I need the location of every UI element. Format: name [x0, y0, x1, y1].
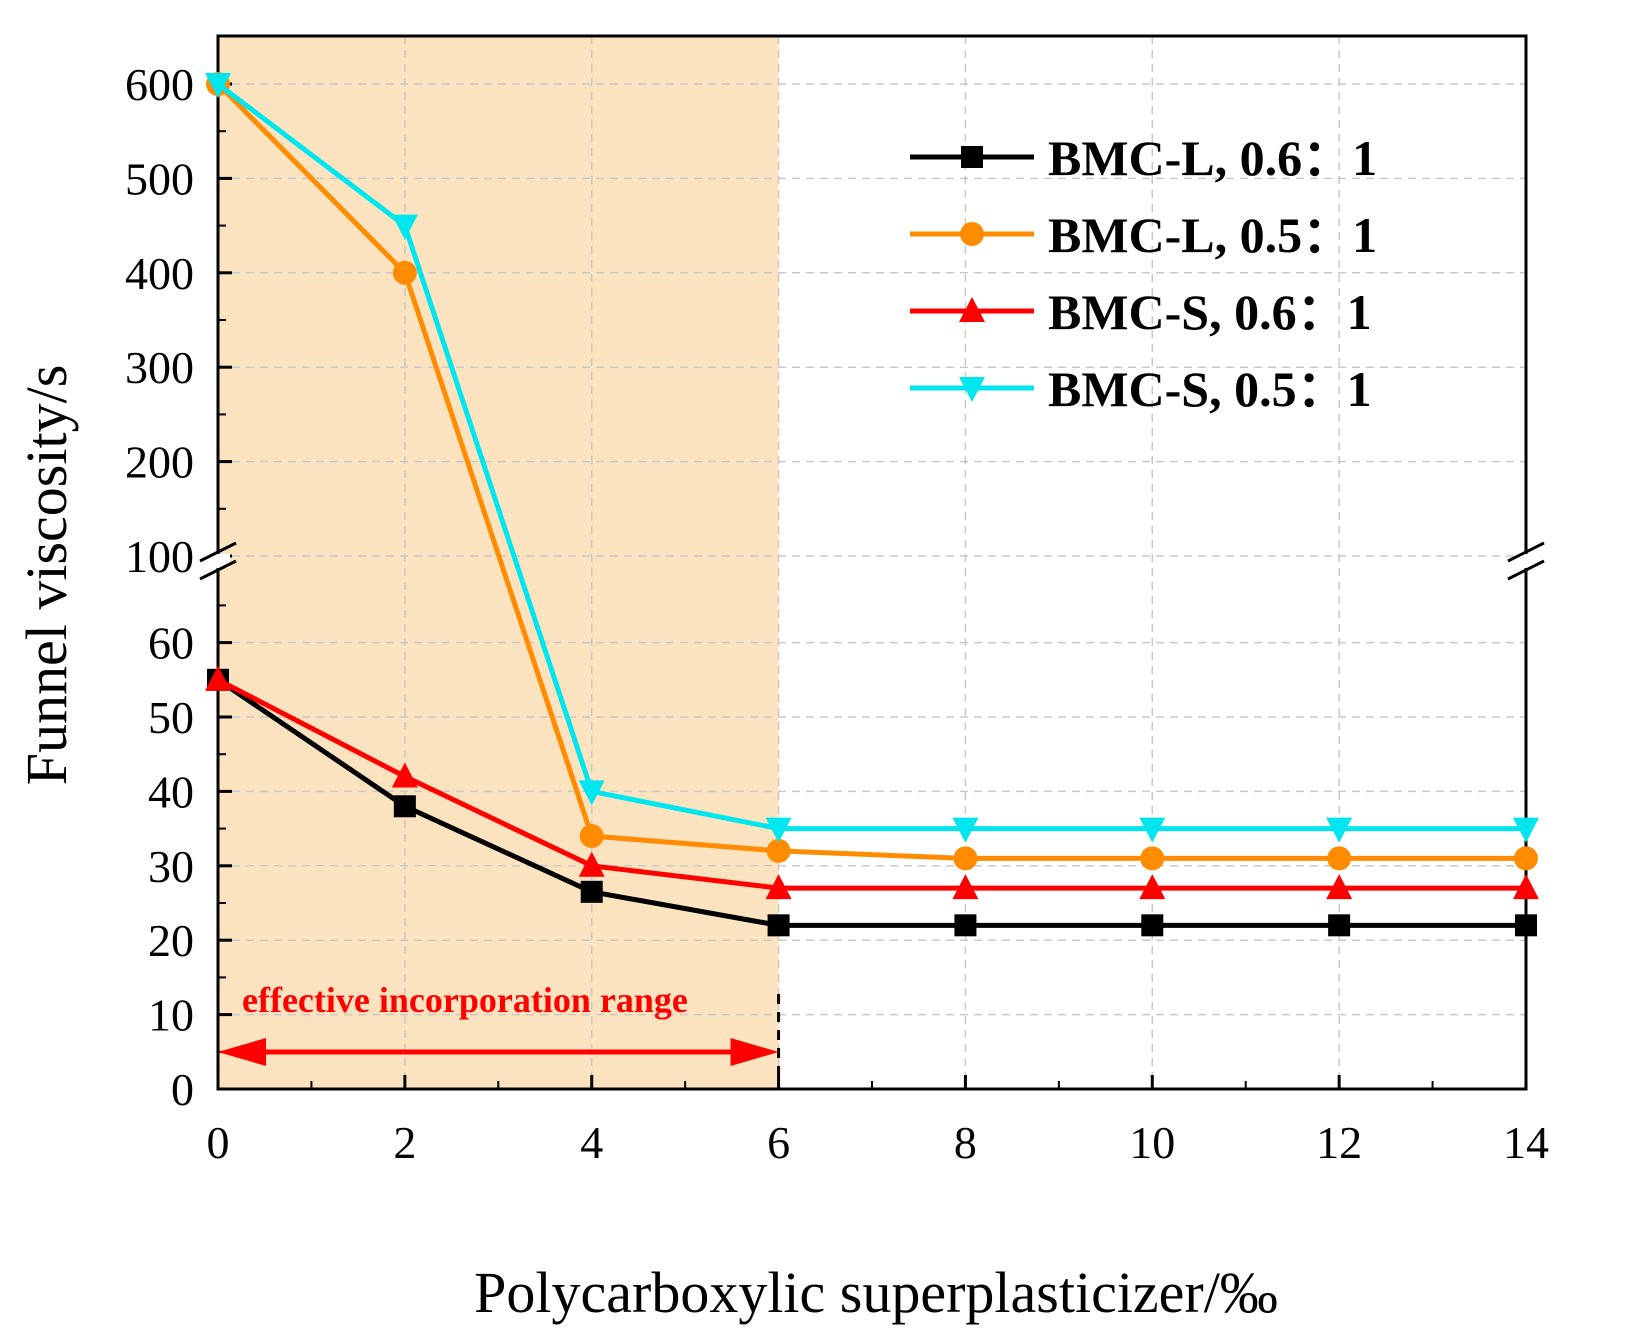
data-point — [953, 846, 978, 871]
x-tick-label: 8 — [954, 1117, 977, 1168]
y-tick-label: 400 — [125, 248, 194, 299]
data-point — [767, 914, 790, 937]
axis-break-gap — [1514, 554, 1538, 568]
legend-label: BMC-L, 0.6：1 — [1048, 130, 1377, 186]
data-point — [205, 73, 231, 98]
data-point — [1327, 846, 1352, 871]
y-tick-label: 0 — [171, 1064, 194, 1115]
data-point — [392, 260, 417, 285]
series — [205, 73, 1539, 843]
data-point — [578, 780, 605, 806]
data-point — [1141, 914, 1164, 937]
x-tick-label: 12 — [1316, 1117, 1362, 1168]
data-point — [578, 851, 605, 877]
y-tick-label: 300 — [125, 342, 194, 393]
axis-break-gap — [206, 554, 230, 568]
y-tick-label: 600 — [125, 59, 194, 110]
data-point — [1326, 817, 1353, 843]
data-point — [1513, 874, 1539, 900]
data-point — [1139, 874, 1166, 900]
y-tick-label: 200 — [125, 437, 194, 488]
effective-range-label: effective incorporation range — [242, 980, 688, 1020]
axis-ticks: 0 2 4 6 8 10 12 14 0 10 20 30 40 50 60 100 200 300 400 500 6… — [125, 59, 1549, 1168]
series-line — [216, 82, 1526, 861]
y-tick-label: 60 — [148, 618, 194, 669]
axis-break-marks — [199, 541, 1545, 581]
data-point — [1515, 914, 1537, 937]
legend-marker — [959, 297, 985, 322]
y-tick-label: 500 — [125, 153, 194, 204]
legend-marker — [961, 146, 983, 168]
series-layer — [205, 72, 1539, 937]
series-line — [216, 677, 1526, 928]
x-tick-label: 10 — [1129, 1117, 1175, 1168]
data-point — [1513, 817, 1539, 843]
y-tick-label: 100 — [125, 531, 194, 582]
axis-break-slash — [199, 559, 237, 581]
legend-label: BMC-S, 0.5：1 — [1048, 361, 1372, 417]
series — [207, 668, 1537, 937]
range-arrow-left-head — [218, 1038, 266, 1066]
y-tick-label: 50 — [148, 692, 194, 743]
axis-break-slash — [1507, 541, 1545, 563]
legend-marker — [960, 222, 984, 246]
data-point — [1326, 874, 1353, 900]
data-point — [391, 214, 418, 240]
data-point — [954, 914, 977, 937]
effective-range-shading — [218, 36, 779, 1089]
legend: BMC-L, 0.6：1 BMC-L, 0.5：1 BMC-S, 0.6：1 BMC-… — [910, 130, 1377, 417]
data-point — [765, 817, 792, 843]
x-tick-label: 4 — [580, 1117, 603, 1168]
data-point — [579, 824, 604, 849]
data-point — [1140, 846, 1165, 871]
series-line — [216, 677, 1526, 891]
legend-label: BMC-L, 0.5：1 — [1048, 207, 1377, 263]
data-point — [391, 762, 418, 788]
data-point — [1328, 914, 1351, 937]
y-axis-title: Funnel viscosity/s — [14, 365, 79, 786]
data-point — [766, 838, 791, 863]
x-axis-title: Polycarboxylic superplasticizer/‰ — [474, 1260, 1278, 1325]
data-point — [580, 880, 603, 903]
legend-item: BMC-L, 0.5：1 — [910, 207, 1377, 263]
series — [206, 72, 1538, 871]
x-tick-label: 2 — [393, 1117, 416, 1168]
legend-item: BMC-S, 0.6：1 — [910, 284, 1372, 340]
range-arrow-right-head — [730, 1038, 779, 1066]
range-arrow — [218, 1038, 779, 1066]
y-tick-label: 10 — [148, 990, 194, 1041]
data-point — [952, 874, 979, 900]
y-tick-label: 20 — [148, 915, 194, 966]
x-tick-label: 0 — [207, 1117, 230, 1168]
legend-label: BMC-S, 0.6：1 — [1048, 284, 1372, 340]
x-tick-label: 14 — [1503, 1117, 1549, 1168]
axis-break-slash — [1507, 559, 1545, 581]
legend-item: BMC-L, 0.6：1 — [910, 130, 1377, 186]
data-point — [952, 817, 979, 843]
data-point — [205, 665, 231, 691]
legend-marker — [959, 377, 985, 402]
data-point — [765, 874, 792, 900]
data-point — [1139, 817, 1166, 843]
series — [205, 665, 1539, 900]
y-tick-label: 40 — [148, 766, 194, 817]
data-point — [1514, 846, 1538, 871]
data-point — [393, 795, 416, 818]
axis-break-slash — [199, 541, 237, 563]
y-tick-label: 30 — [148, 841, 194, 892]
legend-item: BMC-S, 0.5：1 — [910, 361, 1372, 417]
series-line — [216, 82, 1526, 832]
x-tick-label: 6 — [767, 1117, 790, 1168]
